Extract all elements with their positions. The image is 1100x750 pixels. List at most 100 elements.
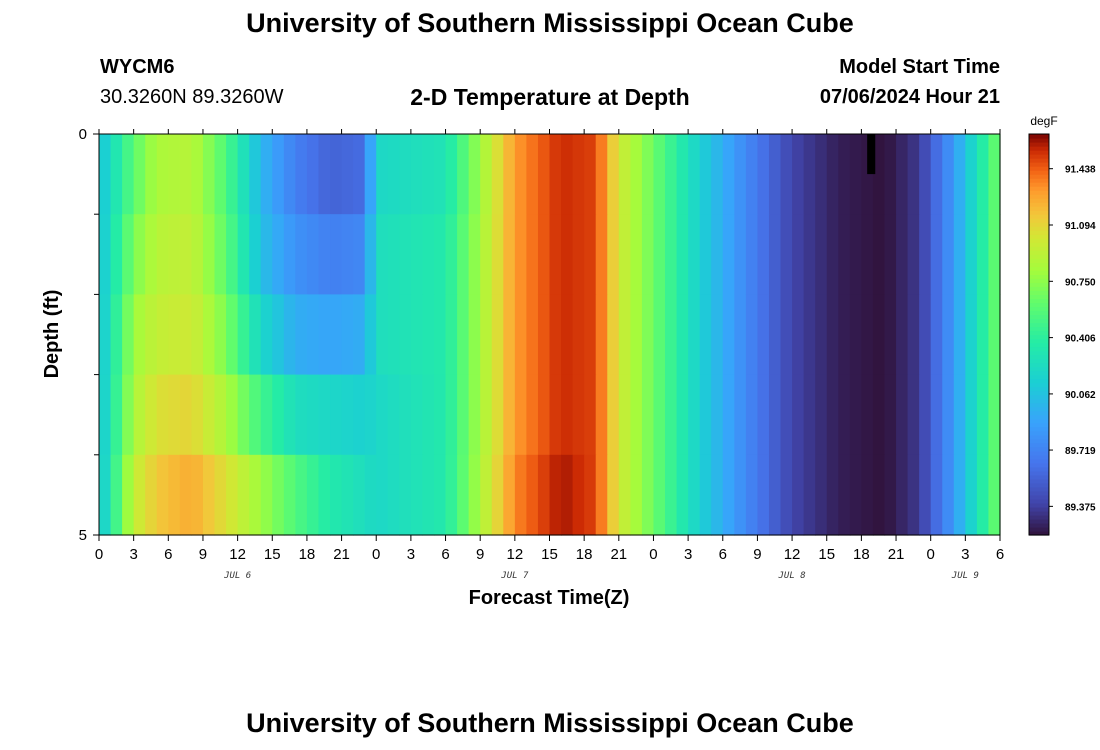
heatmap-cell: [526, 374, 539, 456]
colorbar-segment: [1029, 398, 1049, 404]
colorbar-segment: [1029, 134, 1049, 139]
heatmap-cell: [387, 374, 400, 456]
colorbar-segment: [1029, 194, 1049, 199]
heatmap-cell: [838, 134, 851, 215]
colorbar-segment: [1029, 254, 1049, 259]
heatmap-cell: [896, 454, 909, 536]
heatmap-cell: [445, 454, 458, 536]
y-tick-label: 5: [79, 527, 87, 544]
heatmap-cell: [133, 214, 146, 295]
heatmap-cell: [780, 454, 793, 536]
colorbar-segment: [1029, 258, 1049, 263]
heatmap-cell: [260, 214, 273, 295]
heatmap-cell: [480, 294, 493, 376]
heatmap-cell: [433, 454, 447, 536]
heatmap-cell: [145, 374, 158, 456]
missing-data-mark: [867, 134, 876, 175]
heatmap-cell: [272, 294, 285, 376]
heatmap-cell: [688, 374, 701, 456]
heatmap-cell: [665, 214, 678, 295]
heatmap-cell: [872, 214, 886, 295]
heatmap-cell: [584, 134, 597, 215]
x-tick-label: 6: [164, 546, 172, 563]
heatmap-cell: [988, 374, 1001, 456]
heatmap-cell: [168, 134, 181, 215]
heatmap-cell: [318, 134, 331, 215]
colorbar-segment: [1029, 406, 1049, 412]
colorbar-segment: [1029, 222, 1049, 227]
heatmap-cell: [306, 294, 320, 376]
heatmap-cell: [341, 134, 354, 215]
heatmap-cell: [641, 454, 655, 536]
heatmap-cell: [364, 374, 377, 456]
colorbar-segment: [1029, 526, 1049, 532]
heatmap-cell: [942, 294, 955, 376]
heatmap-cell: [364, 294, 377, 376]
heatmap-cell: [849, 454, 862, 536]
heatmap-cell: [433, 214, 447, 295]
heatmap-cell: [988, 294, 1001, 376]
colorbar-segment: [1029, 298, 1049, 304]
colorbar-segment: [1029, 186, 1049, 191]
heatmap-cell: [688, 294, 701, 376]
heatmap-cell: [433, 134, 447, 215]
colorbar-segment: [1029, 310, 1049, 316]
heatmap-cell: [99, 134, 112, 215]
heatmap-cell: [630, 134, 643, 215]
colorbar-segment: [1029, 314, 1049, 320]
heatmap-cell: [226, 374, 239, 456]
heatmap-cell: [202, 454, 216, 536]
heatmap-cell: [226, 214, 239, 295]
colorbar-segment: [1029, 426, 1049, 432]
heatmap-cell: [561, 214, 574, 295]
heatmap-cell: [803, 214, 816, 295]
heatmap-cell: [156, 454, 169, 536]
heatmap-cell: [896, 374, 909, 456]
colorbar-tick-label: 89.375: [1065, 502, 1096, 513]
colorbar-segment: [1029, 190, 1049, 195]
day-label: JUL 7: [500, 571, 529, 581]
heatmap-cell: [514, 134, 527, 215]
heatmap-cell: [514, 454, 527, 536]
x-tick-label: 9: [199, 546, 207, 563]
heatmap-cell: [561, 374, 574, 456]
colorbar-segment: [1029, 334, 1049, 340]
colorbar-segment: [1029, 326, 1049, 332]
colorbar-segment: [1029, 350, 1049, 356]
heatmap-cell: [249, 294, 262, 376]
heatmap-cell: [237, 214, 250, 295]
heatmap-cell: [676, 294, 689, 376]
heatmap-cell: [584, 374, 597, 456]
heatmap-cell: [537, 294, 551, 376]
heatmap-cell: [237, 134, 250, 215]
heatmap-cell: [341, 454, 354, 536]
colorbar-segment: [1029, 218, 1049, 223]
colorbar-tick-label: 90.750: [1065, 277, 1096, 288]
heatmap-cell: [283, 374, 296, 456]
heatmap-cell: [734, 374, 747, 456]
heatmap-cell: [376, 294, 389, 376]
heatmap-cell: [803, 294, 816, 376]
heatmap-cell: [330, 294, 343, 376]
heatmap-cell: [745, 454, 759, 536]
heatmap-cell: [861, 454, 874, 536]
x-tick-label: 12: [229, 546, 246, 563]
colorbar-segment: [1029, 494, 1049, 500]
heatmap-cell: [792, 134, 805, 215]
heatmap-cell: [549, 214, 562, 295]
colorbar-segment: [1029, 322, 1049, 328]
heatmap-cell: [503, 374, 516, 456]
colorbar-segment: [1029, 162, 1049, 167]
heatmap-cell: [306, 214, 320, 295]
colorbar-segment: [1029, 458, 1049, 464]
heatmap-cell: [353, 454, 366, 536]
colorbar-segment: [1029, 138, 1049, 143]
colorbar-segment: [1029, 450, 1049, 456]
heatmap-cell: [561, 294, 574, 376]
heatmap-cell: [364, 134, 377, 215]
colorbar-segment: [1029, 518, 1049, 524]
heatmap-cell: [676, 454, 689, 536]
heatmap-cell: [618, 294, 631, 376]
x-tick-label: 18: [576, 546, 593, 563]
heatmap-cell: [734, 134, 747, 215]
